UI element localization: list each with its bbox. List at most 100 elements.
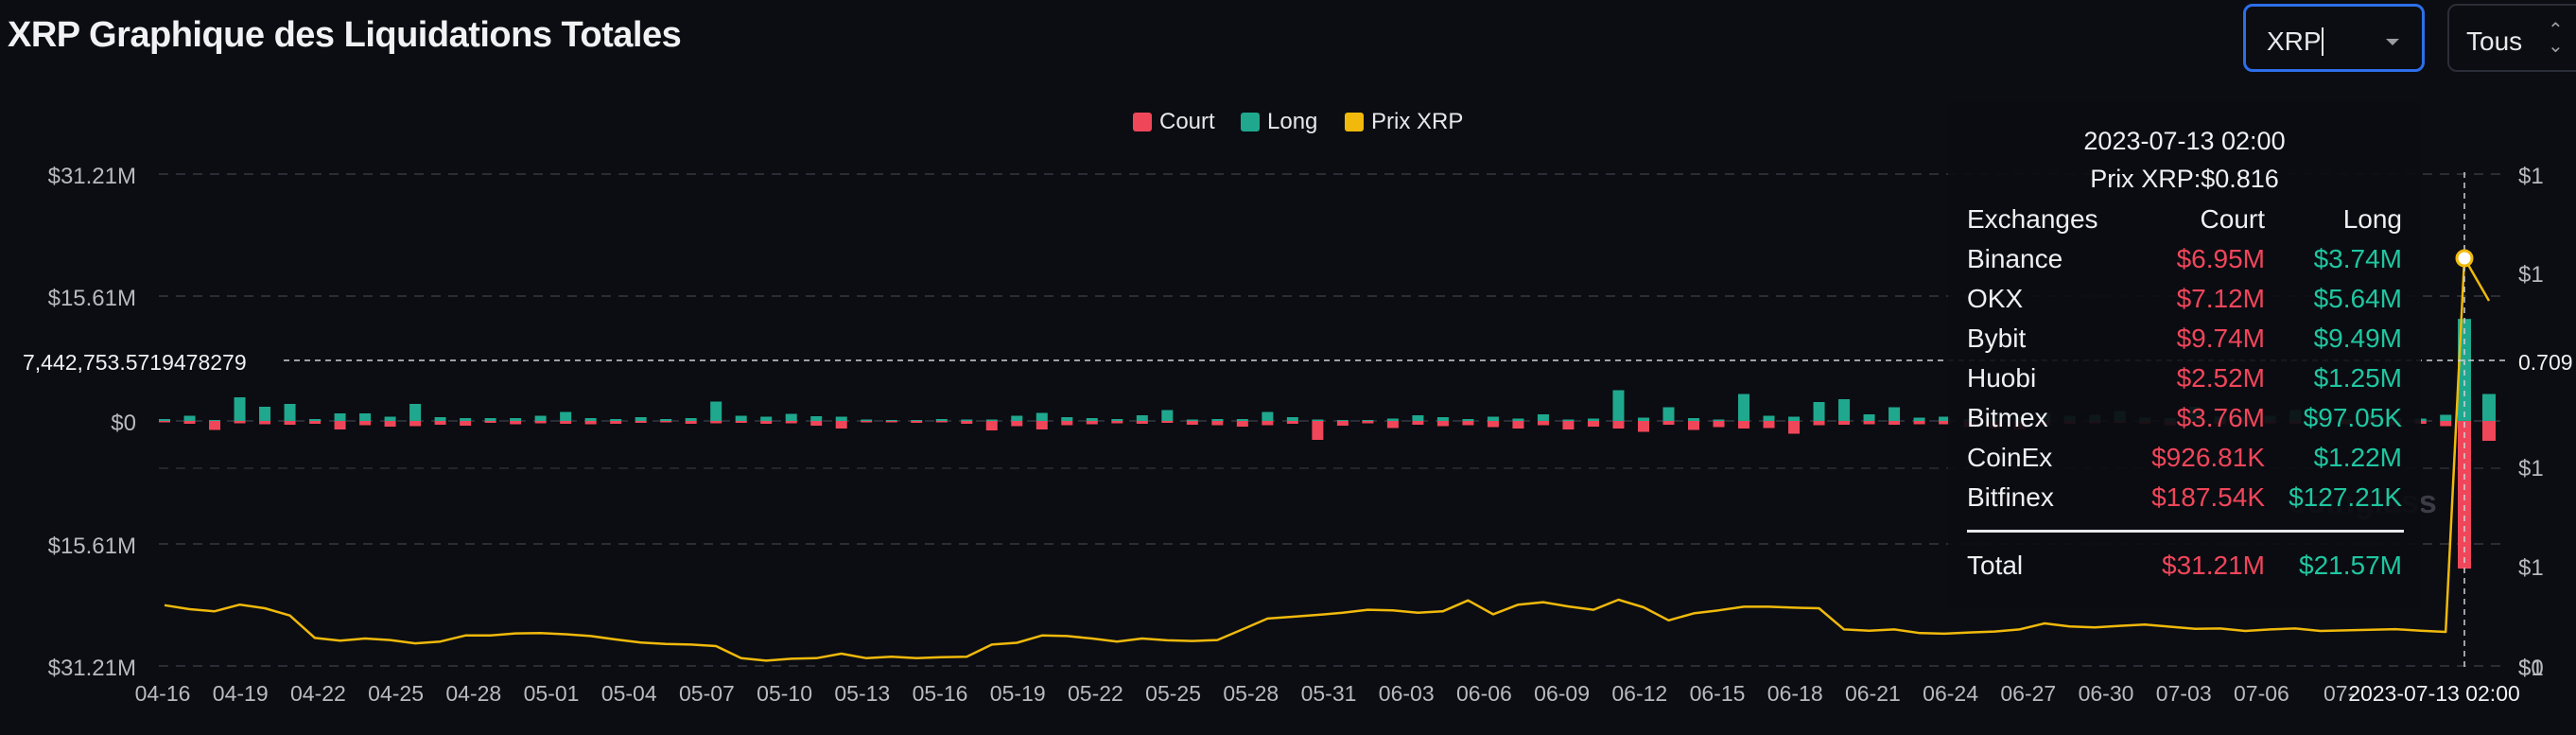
legend-label: Prix XRP [1371, 109, 1463, 134]
tooltip-row: Huobi $2.52M $1.25M [1967, 363, 2402, 397]
x-axis-tick: 04-16 [135, 681, 191, 706]
short-bar [2482, 421, 2496, 441]
range-select[interactable]: Tous ⌃ ⌄ [2447, 4, 2576, 72]
long-bar [610, 419, 622, 421]
short-bar [1061, 421, 1073, 426]
tooltip-header-long: Long [2342, 204, 2402, 234]
crosshair-left-label: 7,442,753.5719478279 [23, 350, 247, 375]
tooltip-long: $3.74M [2313, 244, 2402, 273]
tooltip-exchange: CoinEx [1967, 443, 2053, 472]
short-bar [259, 421, 271, 425]
long-bar [384, 416, 396, 421]
short-bar [810, 421, 823, 426]
short-bar [334, 421, 346, 429]
long-bar [861, 419, 873, 421]
long-bar [1286, 417, 1298, 421]
tooltip-short: $187.54K [2151, 482, 2265, 512]
tooltip-exchange: Huobi [1967, 363, 2037, 393]
short-bar [560, 421, 572, 424]
tooltip-long: $127.21K [2289, 482, 2402, 512]
short-bar [484, 421, 496, 423]
coin-select[interactable]: XRP [2243, 4, 2425, 72]
short-bar [384, 421, 396, 427]
short-bar [885, 421, 897, 423]
short-bar [1562, 421, 1575, 429]
long-bar [885, 420, 897, 421]
long-bar [359, 413, 372, 421]
long-bar [1436, 417, 1449, 421]
tooltip-total-row: Total $31.21M $21.57M [1967, 551, 2402, 585]
right-axis-tick: $1 [2518, 164, 2544, 189]
x-axis-tick: 05-04 [601, 681, 657, 706]
tooltip-exchange: Bitfinex [1967, 482, 2054, 512]
long-bar [985, 419, 998, 421]
long-bar [635, 417, 647, 421]
short-bar [1386, 421, 1399, 429]
long-bar [1662, 407, 1675, 421]
x-axis-tick: 05-31 [1301, 681, 1357, 706]
short-bar [935, 421, 948, 423]
long-bar [1763, 415, 1775, 421]
long-bar [1136, 415, 1148, 421]
left-axis-tick: $15.61M [48, 534, 136, 559]
tooltip-long: $1.25M [2313, 363, 2402, 393]
long-bar [785, 413, 797, 421]
tooltip-long: $1.22M [2313, 443, 2402, 472]
long-bar [1913, 417, 1925, 421]
long-bar [234, 397, 246, 421]
legend-swatch [1345, 113, 1364, 131]
long-bar [1788, 416, 1801, 421]
short-bar [1286, 421, 1298, 424]
long-bar [2440, 414, 2452, 421]
right-axis-tick: $1 [2518, 262, 2544, 288]
up-down-chevron-icon: ⌃ ⌄ [2548, 20, 2564, 57]
right-axis-tick: $1 [2518, 656, 2544, 681]
tooltip-row: Bybit $9.74M $9.49M [1967, 324, 2402, 358]
long-bar [1386, 418, 1399, 421]
tooltip-exchange: Bitmex [1967, 403, 2048, 432]
crosshair-right-label: 0.709 [2518, 350, 2573, 375]
tooltip-long: $9.49M [2313, 324, 2402, 353]
long-bar [1537, 414, 1549, 421]
long-bar [334, 413, 346, 421]
short-bar [1136, 421, 1148, 424]
short-bar [1011, 421, 1023, 427]
page-title: XRP Graphique des Liquidations Totales [8, 15, 682, 55]
tooltip-total-label: Total [1967, 551, 2024, 580]
tooltip-total-long: $21.57M [2299, 551, 2402, 580]
short-bar [735, 421, 747, 423]
short-bar [534, 421, 547, 424]
short-bar [1612, 421, 1625, 429]
price-line [164, 256, 2491, 662]
short-bar [434, 421, 446, 425]
long-bar [1236, 419, 1248, 421]
short-bar [1713, 421, 1725, 428]
long-bar [259, 407, 271, 421]
short-bar [2440, 421, 2452, 427]
short-bar [1913, 421, 1925, 425]
x-axis-tick: 06-12 [1611, 681, 1667, 706]
x-axis-tick: 05-25 [1145, 681, 1201, 706]
short-bar [835, 421, 847, 429]
x-axis-tick: 05-01 [524, 681, 580, 706]
left-axis-tick: $15.61M [48, 286, 136, 311]
left-axis-tick: $31.21M [48, 656, 136, 681]
short-bar [1436, 421, 1449, 427]
long-bar [209, 420, 221, 421]
x-axis-tick: 04-19 [213, 681, 269, 706]
short-bar [1262, 421, 1274, 426]
x-axis-tick: 06-03 [1379, 681, 1435, 706]
short-bar [409, 421, 422, 427]
tooltip-short: $6.95M [2176, 244, 2265, 273]
long-bar [1462, 419, 1474, 421]
short-bar [710, 421, 722, 424]
long-bar [1562, 419, 1575, 421]
x-axis-tick: 07- [2324, 681, 2355, 706]
long-bar [2482, 394, 2496, 421]
x-axis-tick: 07-06 [2234, 681, 2289, 706]
short-bar [1312, 421, 1324, 440]
x-axis-tick: 06-18 [1767, 681, 1823, 706]
tooltip-exchange: Binance [1967, 244, 2063, 273]
tooltip: 2023-07-13 02:00 Prix XRP:$0.816 Exchang… [1948, 102, 2421, 608]
